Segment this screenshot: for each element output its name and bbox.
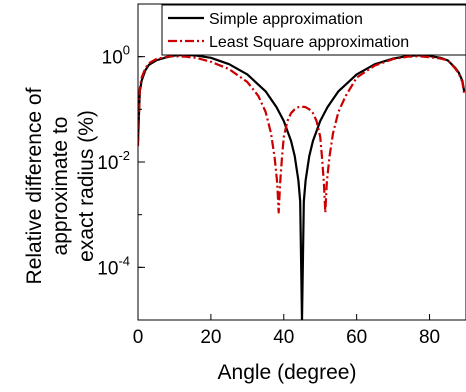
legend-label: Least Square approximation: [209, 34, 409, 51]
y-tick-label: 10-2: [97, 148, 130, 174]
y-tick-label: 10-4: [97, 253, 130, 279]
plot-area: 0 20 40 60 80 10-4 10-2 100: [97, 3, 466, 348]
legend-label: Simple approximation: [209, 11, 363, 28]
series-line-simple: [138, 53, 466, 320]
x-tick-label: 0: [133, 327, 144, 348]
series-line-least-square: [138, 55, 466, 214]
x-tick-label: 80: [419, 327, 440, 348]
x-axis-title: Angle (degree): [218, 361, 357, 384]
y-tick-label: 100: [102, 43, 130, 69]
x-tick-label: 40: [273, 327, 294, 348]
legend-box: [161, 4, 466, 56]
y-axis: 10-4 10-2 100: [97, 3, 145, 321]
legend: Simple approximation Least Square approxi…: [161, 4, 466, 56]
y-axis-title-text: Relative difference of approximate to exac…: [23, 87, 98, 284]
y-axis-title: Relative difference of approximate to exac…: [23, 87, 98, 284]
series-group: [138, 53, 466, 320]
x-tick-label: 20: [200, 327, 221, 348]
x-tick-label: 60: [346, 327, 367, 348]
